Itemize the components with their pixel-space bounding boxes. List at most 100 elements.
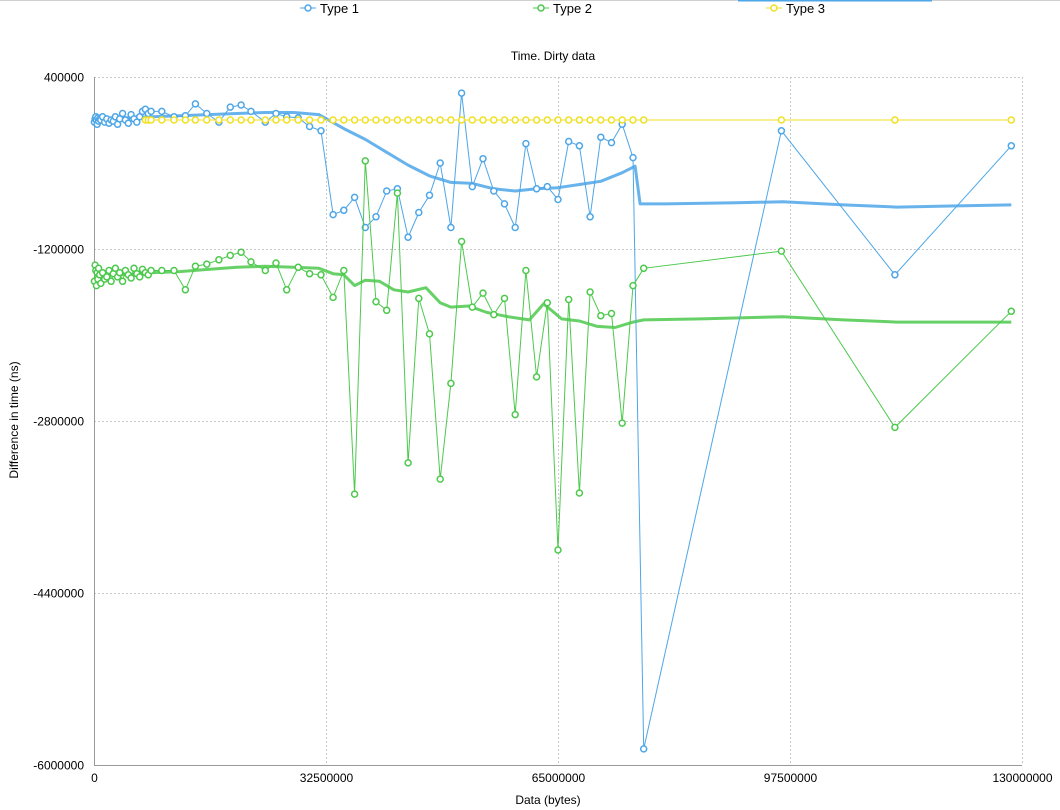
type-1-point (118, 109, 127, 118)
type-2-point (181, 286, 190, 294)
y-axis-title: Difference in time (ns) (7, 361, 21, 478)
type-3-point (372, 116, 380, 124)
type-2-point (891, 423, 899, 432)
type-1-point (436, 159, 444, 167)
type-2-point (522, 266, 530, 275)
type-3-point (147, 116, 155, 124)
type-1-point (457, 89, 466, 97)
type-3-point (479, 116, 487, 124)
type-1-point (575, 142, 584, 150)
type-1-point (124, 119, 133, 127)
type-2-point (618, 419, 626, 427)
type-2-point (294, 263, 302, 272)
type-1-point (415, 208, 423, 217)
type-1-point (500, 200, 509, 208)
type-2-point (215, 256, 223, 264)
type-2-point (564, 295, 573, 304)
y-tick-label: 400000 (44, 71, 84, 85)
type-1-point (191, 100, 200, 108)
type-2-trend-line (93, 264, 1012, 329)
type-2-point (135, 273, 144, 281)
type-3-point (340, 116, 348, 124)
x-tick-label: 32500000 (300, 771, 354, 785)
type-2-point (329, 293, 337, 302)
type-2-point (103, 273, 111, 281)
type-2-point (350, 490, 359, 498)
type-1-point (247, 107, 255, 116)
type-3-point (191, 116, 200, 124)
type-1-point (350, 193, 359, 202)
type-2-point (237, 248, 245, 256)
type-3-point (607, 116, 616, 124)
type-2-point (436, 475, 444, 483)
type-3-point (618, 116, 626, 124)
type-2-point (543, 299, 552, 307)
y-axis-ticks: 400000 -1200000 -2800000 -4400000 -6000000 (33, 71, 84, 773)
type-3-point (350, 116, 359, 124)
type-1-point (629, 153, 637, 162)
type-1-point (607, 138, 616, 147)
type-2-point (170, 266, 178, 275)
type-2-point (457, 237, 466, 246)
type-2-point (554, 546, 562, 554)
type-3-point (282, 116, 291, 124)
type-1-point (564, 137, 573, 146)
y-tick-label: -6000000 (33, 759, 84, 773)
type-2-point (226, 251, 235, 260)
type-1-point (340, 206, 348, 215)
type-3-point (891, 116, 899, 124)
type-1-point (777, 127, 786, 135)
type-3-point (468, 116, 477, 124)
type-3-point (305, 116, 314, 124)
type-3-point (554, 116, 562, 124)
type-2-point (597, 311, 605, 320)
type-2-point (127, 274, 135, 282)
type-2-point (282, 286, 291, 294)
type-1-point (425, 191, 434, 200)
type-1-point (639, 745, 648, 753)
type-3-point (543, 116, 552, 124)
type-1-point (532, 185, 541, 193)
type-2-point (261, 266, 270, 275)
y-tick-label: -4400000 (33, 587, 84, 601)
type-3-point (226, 116, 235, 124)
type-2-point (107, 277, 115, 286)
type-3-point (511, 116, 519, 124)
type-2-point (607, 309, 616, 318)
type-2-point (639, 264, 648, 273)
type-2-point (393, 189, 402, 197)
type-3-point (639, 116, 648, 124)
type-1-point (317, 127, 325, 135)
type-2-point (415, 294, 423, 303)
type-3-point (382, 116, 391, 124)
type-2-point (532, 373, 541, 381)
type-1-point (147, 107, 155, 116)
type-1-point (522, 139, 530, 148)
type-2-point (118, 277, 127, 286)
type-1-point (361, 223, 370, 232)
type-1-point (597, 133, 605, 141)
type-1-legend-marker (304, 4, 312, 12)
x-tick-label: 65000000 (532, 771, 586, 785)
type-3-point (170, 116, 178, 124)
type-3-point (393, 116, 402, 124)
type-1-point (490, 187, 498, 195)
type-1-trend-line (93, 111, 1012, 209)
type-2-point (272, 259, 280, 267)
type-1-point (272, 109, 280, 118)
type-2-point (98, 268, 107, 277)
type-3-point (261, 116, 270, 124)
type-2-point (629, 281, 637, 290)
x-axis-ticks: 0 32500000 65000000 97500000 130000000 (91, 771, 1053, 785)
type-3-legend-label: Type 3 (786, 1, 825, 16)
type-3-point (415, 116, 423, 124)
type-2-series-line (93, 160, 1012, 551)
type-1-point (226, 103, 235, 111)
y-tick-label: -1200000 (33, 243, 84, 257)
type-3-point (294, 116, 302, 124)
type-3-point (237, 116, 245, 124)
type-3-point (317, 116, 325, 124)
type-3-point (404, 116, 412, 124)
type-1-point (511, 223, 519, 232)
plot-area (90, 89, 1016, 753)
